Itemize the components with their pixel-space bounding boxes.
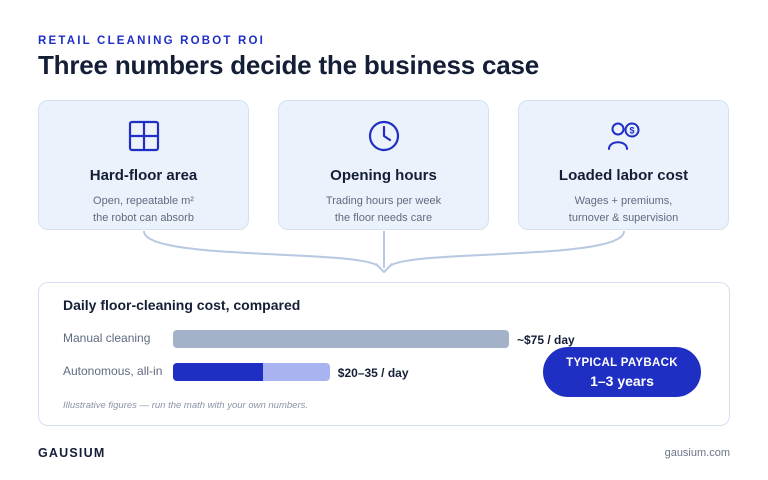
card-description: Trading hours per week the floor needs c…: [289, 193, 478, 227]
card-desc-line: turnover & supervision: [568, 212, 679, 224]
eyebrow-label: RETAIL CLEANING ROBOT ROI: [38, 35, 266, 47]
panel-title: Daily floor-cleaning cost, compared: [63, 297, 301, 313]
row-label-autonomous: Autonomous, all-in: [63, 364, 163, 378]
bar-autonomous-low: [173, 363, 263, 381]
row-label-manual: Manual cleaning: [63, 331, 151, 345]
website-link[interactable]: gausium.com: [664, 447, 730, 459]
bar-manual-cleaning: [173, 330, 509, 348]
payback-value: 1–3 years: [590, 373, 654, 389]
card-desc-line: the robot can absorb: [93, 212, 194, 224]
page-title: Three numbers decide the business case: [38, 50, 540, 80]
connector-right: [387, 230, 625, 269]
card-title: Opening hours: [330, 167, 437, 184]
card-title: Hard-floor area: [89, 167, 198, 184]
payback-badge: TYPICAL PAYBACK 1–3 years: [543, 347, 701, 397]
bar-value-manual: ~$75 / day: [517, 333, 575, 347]
footnote: Illustrative figures — run the math with…: [63, 400, 308, 411]
card-opening-hours: Opening hours Trading hours per week the…: [278, 100, 489, 230]
connector-left: [143, 230, 381, 269]
card-description: Open, repeatable m² the robot can absorb: [49, 193, 238, 227]
brand-logo: GAUSIUM: [38, 446, 106, 460]
card-title: Loaded labor cost: [558, 167, 689, 184]
svg-text:$: $: [629, 126, 634, 136]
card-hard-floor-area: Hard-floor area Open, repeatable m² the …: [38, 100, 249, 230]
card-desc-line: Trading hours per week: [325, 195, 442, 207]
people-cost-icon: $: [607, 122, 639, 150]
card-desc-line: the floor needs care: [334, 212, 433, 224]
connector-arrowhead-icon: [375, 263, 393, 273]
card-description: Wages + premiums, turnover & supervision: [529, 193, 718, 227]
grid-area-icon: [128, 120, 159, 152]
payback-label: TYPICAL PAYBACK: [566, 357, 678, 369]
card-desc-line: Wages + premiums,: [574, 195, 673, 207]
cost-comparison-panel: Daily floor-cleaning cost, compared Manu…: [38, 282, 730, 426]
card-desc-line: Open, repeatable m²: [93, 195, 194, 207]
bar-value-autonomous: $20–35 / day: [337, 366, 409, 380]
clock-icon: [368, 120, 399, 152]
card-loaded-labor-cost: $ Loaded labor cost Wages + premiums, tu…: [518, 100, 729, 230]
